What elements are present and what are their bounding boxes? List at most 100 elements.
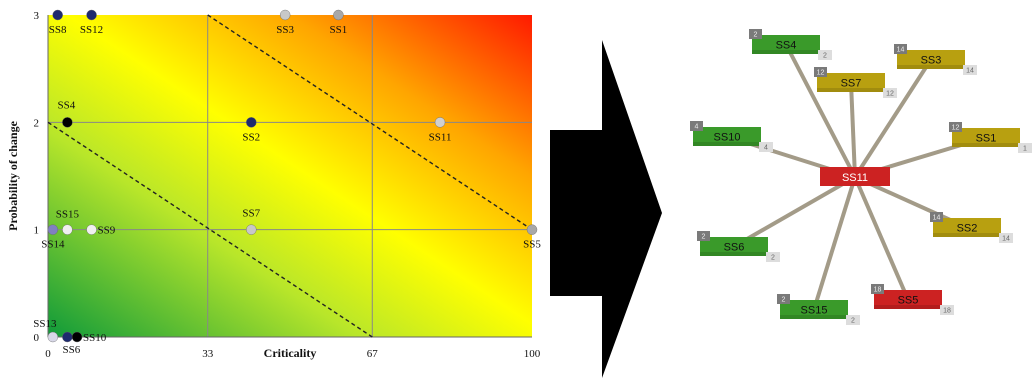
node-shadow [700,252,768,256]
plot-background [48,15,532,337]
node-label: SS2 [957,223,978,235]
node-right-badge [940,305,954,315]
data-point-label: SS3 [276,24,294,36]
data-point-label: SS13 [33,318,57,330]
network-edge [849,82,857,178]
node-right-badge [846,315,860,325]
data-point-label: SS6 [62,344,80,356]
node-left-badge [749,29,762,39]
data-point-label: SS12 [80,24,103,36]
x-axis-title: Criticality [264,346,317,360]
network-edge [726,134,856,179]
node-right-badge [999,233,1013,243]
data-point [62,224,73,235]
node-box [897,50,965,69]
node-left-badge-text: 14 [897,47,905,54]
node-box [952,128,1020,147]
y-tick-label: 3 [34,10,40,22]
node-right-badge [883,88,897,98]
data-point [52,9,63,21]
node-left-badge-text: 12 [952,125,960,132]
data-point [86,224,97,235]
data-point [47,331,59,343]
network-edge [853,58,933,179]
node-left-badge [894,44,907,54]
x-tick-label: 0 [45,348,51,360]
node-right-badge-text: 14 [1002,236,1010,243]
node-left-badge [930,212,943,222]
grid-lines [47,15,532,338]
data-point [246,117,257,128]
node-label: SS5 [898,295,919,307]
node-shadow [874,305,942,309]
node-left-badge-text: 2 [782,297,786,304]
network-node-ss6: SS6 2 2 [697,231,780,262]
data-point [434,117,446,128]
node-left-badge-text: 12 [817,70,825,77]
node-shadow [752,50,820,54]
node-shadow [780,315,848,319]
node-shadow [693,142,761,146]
node-left-badge-text: 2 [702,234,706,241]
high-risk-boundary [207,14,533,231]
x-tick-label: 67 [367,348,379,360]
y-tick-label: 0 [34,332,40,344]
y-tick-label: 2 [34,117,40,129]
node-box [752,35,820,54]
node-right-badge-text: 2 [823,53,827,60]
network-node-ss10: SS10 4 4 [690,121,773,152]
risk-scatter-chart: 0 33 67 100 0 1 2 3 Criticality Probability of … [6,9,541,360]
node-left-badge-text: 4 [695,124,699,131]
node-left-badge-text: 18 [874,287,882,294]
node-right-badge-text: 4 [764,145,768,152]
node-shadow [952,143,1020,147]
network-edge [854,175,968,230]
data-point [62,117,73,128]
data-point [47,224,59,235]
network-edge [854,135,987,179]
node-box [933,218,1001,237]
node-box [874,290,942,309]
data-point-label: SS2 [242,131,260,143]
data-point [62,331,73,343]
node-right-badge-text: 12 [886,91,894,98]
diagonal-dashed-lines [47,14,533,338]
network-node-ss3: SS3 14 14 [894,44,977,75]
data-point-label: SS11 [429,131,452,143]
network-node-ss2: SS2 14 14 [930,212,1013,243]
node-left-badge [949,122,962,132]
node-left-badge [871,284,884,294]
node-right-badge [1018,143,1032,153]
node-label: SS7 [841,78,862,90]
node-left-badge-text: 2 [754,32,758,39]
data-point [526,224,538,235]
x-tick-label: 33 [202,348,214,360]
data-point-label: SS14 [41,239,65,251]
data-point-label: SS8 [49,24,67,36]
network-node-ss5: SS5 18 18 [871,284,954,315]
data-point [86,9,97,21]
arrow-shape [550,40,662,378]
network-edge [733,175,856,249]
low-risk-boundary [47,121,373,338]
node-box [700,237,768,256]
node-shadow [933,233,1001,237]
data-point [71,331,83,343]
node-left-badge [777,294,790,304]
node-shadow [817,88,885,92]
node-right-badge [766,252,780,262]
node-label: SS15 [801,305,828,317]
data-point-label: SS7 [242,208,260,220]
data-point [279,9,291,21]
node-right-badge-text: 2 [771,255,775,262]
node-box [693,127,761,146]
data-point-label: SS5 [523,239,541,251]
node-left-badge [814,67,827,77]
center-node-label: SS11 [842,172,868,184]
data-point-label: SS9 [98,225,116,237]
network-edge [853,176,910,301]
axis-ticks: 0 33 67 100 0 1 2 3 [34,10,541,360]
node-box [817,73,885,92]
node-left-badge [697,231,710,241]
